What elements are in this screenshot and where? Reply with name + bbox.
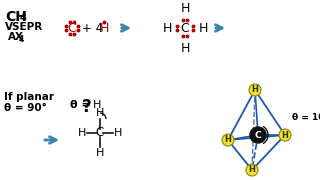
Text: + 4: + 4 xyxy=(82,21,103,35)
Text: C: C xyxy=(96,127,104,140)
Text: C: C xyxy=(180,21,189,35)
Text: If planar: If planar xyxy=(4,92,54,102)
Text: C: C xyxy=(255,130,261,140)
Text: 4: 4 xyxy=(20,13,27,23)
Text: H: H xyxy=(78,128,86,138)
Text: H: H xyxy=(225,136,231,145)
Text: ?: ? xyxy=(82,98,92,116)
Text: H: H xyxy=(93,100,101,110)
Text: θ =: θ = xyxy=(70,100,91,110)
Text: H: H xyxy=(114,128,122,138)
Text: θ = 109.5°: θ = 109.5° xyxy=(292,114,320,123)
Text: CH: CH xyxy=(5,10,27,24)
Circle shape xyxy=(249,84,261,96)
Text: H: H xyxy=(180,1,190,15)
Text: H: H xyxy=(282,130,288,140)
Text: AX: AX xyxy=(8,32,24,42)
Text: H: H xyxy=(162,21,172,35)
Text: C: C xyxy=(68,21,76,35)
Circle shape xyxy=(246,164,258,176)
Text: H: H xyxy=(96,148,104,158)
Text: VSEPR: VSEPR xyxy=(5,22,43,32)
Text: 4: 4 xyxy=(19,35,24,44)
Text: H: H xyxy=(180,42,190,55)
Text: H: H xyxy=(198,21,208,35)
Text: H: H xyxy=(99,21,109,35)
Circle shape xyxy=(222,134,234,146)
Circle shape xyxy=(279,129,291,141)
Circle shape xyxy=(250,127,266,143)
Text: θ = 90°: θ = 90° xyxy=(4,103,47,113)
Text: H: H xyxy=(249,165,255,174)
Text: H: H xyxy=(96,108,104,118)
Text: H: H xyxy=(252,86,259,94)
